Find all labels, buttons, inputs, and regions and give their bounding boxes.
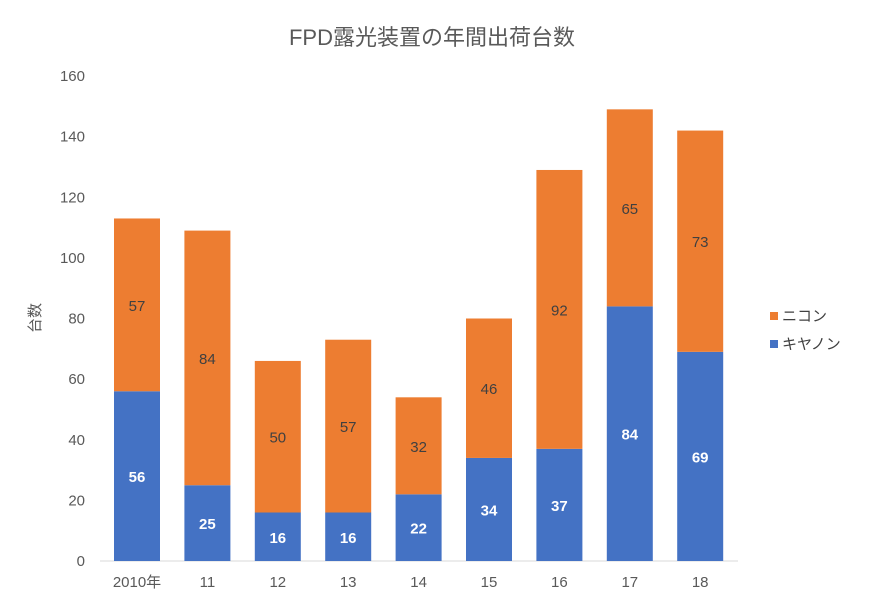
legend-label-canon: キヤノン	[782, 336, 841, 353]
legend-swatch-canon	[770, 340, 778, 348]
x-tick-label: 18	[692, 574, 709, 591]
y-tick-label: 80	[68, 311, 85, 328]
x-tick-label: 2010年	[113, 574, 161, 591]
y-tick-label: 100	[60, 250, 85, 267]
y-tick-label: 20	[68, 492, 85, 509]
legend-swatch-nikon	[770, 312, 778, 320]
legend-item-nikon[interactable]: ニコン	[770, 308, 827, 325]
data-label-canon: 16	[269, 530, 286, 547]
data-label-canon: 34	[481, 502, 498, 519]
data-label-nikon: 57	[340, 419, 357, 436]
data-label-nikon: 92	[551, 302, 568, 319]
data-label-canon: 16	[340, 530, 357, 547]
data-label-nikon: 32	[410, 439, 427, 456]
y-tick-label: 140	[60, 129, 85, 146]
chart-title: FPD露光装置の年間出荷台数	[289, 25, 575, 50]
data-label-canon: 37	[551, 498, 568, 515]
y-tick-label: 40	[68, 432, 85, 449]
x-tick-label: 15	[481, 574, 498, 591]
y-tick-label: 60	[68, 371, 85, 388]
data-label-nikon: 73	[692, 234, 709, 251]
legend: ニコン キヤノン	[770, 308, 841, 353]
legend-item-canon[interactable]: キヤノン	[770, 336, 841, 353]
data-label-canon: 22	[410, 521, 427, 538]
x-tick-label: 17	[621, 574, 638, 591]
x-tick-label: 12	[269, 574, 286, 591]
y-tick-label: 120	[60, 189, 85, 206]
data-label-canon: 56	[129, 469, 146, 486]
data-label-nikon: 50	[269, 430, 286, 447]
y-axis-ticks: 0 20 40 60 80 100 120 140 160	[60, 68, 85, 570]
data-label-nikon: 84	[199, 351, 216, 368]
bars: 56 57 25 84 16 50 16 57 22 32 34 46 37 92 84 65 69 73	[114, 109, 723, 561]
data-label-canon: 84	[621, 427, 638, 444]
data-label-nikon: 57	[129, 298, 146, 315]
legend-label-nikon: ニコン	[782, 308, 827, 325]
y-axis-label: 台数	[27, 303, 44, 333]
x-tick-label: 16	[551, 574, 568, 591]
x-tick-label: 14	[410, 574, 427, 591]
data-label-canon: 25	[199, 516, 216, 533]
x-tick-label: 13	[340, 574, 357, 591]
y-tick-label: 0	[77, 553, 85, 570]
data-label-canon: 69	[692, 449, 709, 466]
data-label-nikon: 65	[621, 201, 638, 218]
y-tick-label: 160	[60, 68, 85, 85]
x-axis-ticks: 2010年 11 12 13 14 15 16 17 18	[113, 574, 709, 591]
data-label-nikon: 46	[481, 381, 498, 398]
x-tick-label: 11	[200, 574, 216, 591]
